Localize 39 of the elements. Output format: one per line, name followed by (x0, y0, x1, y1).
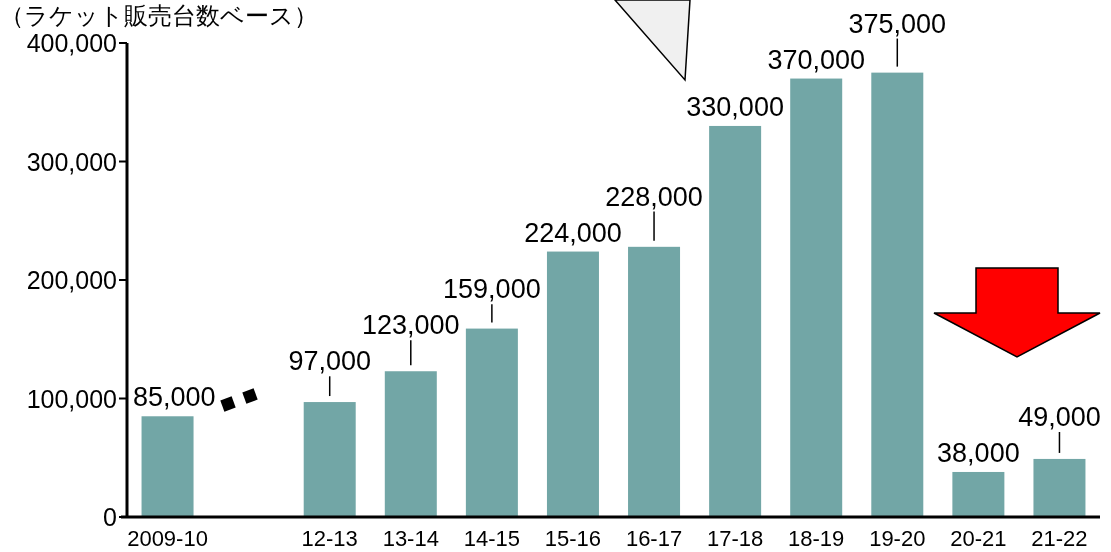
y-tick-label: 300,000 (26, 147, 117, 176)
x-tick-label: 20-21 (950, 526, 1007, 551)
x-tick-label: 21-22 (1031, 526, 1088, 551)
x-tick-label: 13-14 (382, 526, 439, 551)
x-tick-label: 17-18 (706, 526, 764, 551)
data-label: 123,000 (361, 310, 460, 341)
x-tick-label: 15-16 (544, 526, 602, 551)
x-tick-label: 12-13 (301, 526, 358, 551)
data-label: 49,000 (1018, 401, 1101, 432)
bar (384, 371, 437, 517)
y-tick-label: 200,000 (26, 266, 117, 294)
data-label: 159,000 (443, 274, 541, 305)
x-tick-label: 16-17 (625, 526, 683, 551)
y-tick-label: 400,000 (26, 29, 117, 57)
bar (952, 471, 1005, 517)
bar (628, 246, 681, 517)
x-tick-label: 14-15 (463, 526, 521, 551)
data-label: 38,000 (937, 437, 1020, 468)
chart-title: （ラケット販売台数ベース） (0, 2, 318, 29)
bar (465, 328, 518, 517)
bar (871, 72, 924, 517)
data-label: 224,000 (524, 217, 622, 248)
bar (709, 125, 762, 517)
data-label: 228,000 (605, 181, 703, 212)
data-label: 375,000 (848, 8, 947, 39)
y-tick-label: 0 (103, 503, 117, 531)
data-label: 330,000 (686, 91, 784, 122)
x-tick-label: 2009-10 (127, 526, 208, 551)
bar (790, 78, 843, 517)
y-tick-label: 100,000 (26, 384, 117, 413)
bar (1033, 458, 1086, 517)
data-label: 370,000 (767, 44, 866, 75)
data-label: 97,000 (288, 346, 372, 377)
data-label: 85,000 (133, 382, 216, 413)
bar (303, 402, 356, 517)
bar (546, 251, 599, 517)
bar (141, 416, 194, 517)
x-tick-label: 18-19 (788, 526, 845, 551)
x-tick-label: 19-20 (869, 526, 926, 551)
